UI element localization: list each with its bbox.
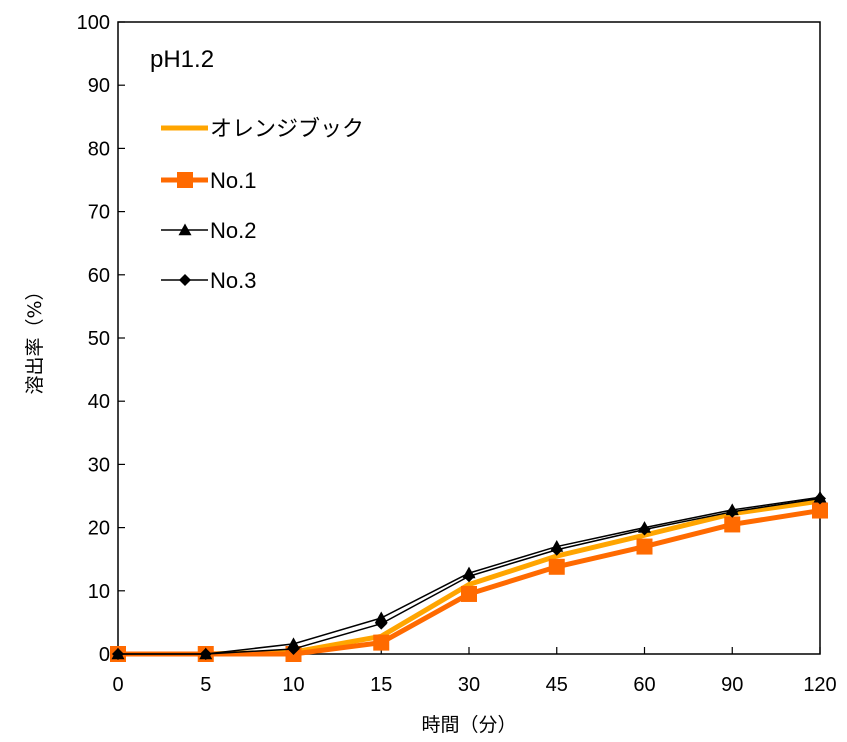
diamond-marker (112, 648, 124, 660)
x-tick-label: 120 (803, 674, 836, 696)
square-marker (373, 634, 390, 651)
legend-label: No.2 (210, 218, 256, 243)
x-axis-title: 時間（分） (421, 714, 516, 736)
y-tick-label: 20 (88, 518, 110, 540)
square-marker (724, 516, 741, 533)
diamond-marker (375, 617, 388, 630)
diamond-marker (814, 492, 826, 505)
y-tick-label: 100 (77, 12, 110, 34)
y-tick-label: 40 (88, 391, 110, 413)
square-marker (548, 558, 565, 575)
diamond-marker (550, 543, 563, 556)
series-4 (112, 492, 826, 660)
y-tick-label: 50 (88, 328, 110, 350)
diamond-marker (179, 274, 191, 286)
condition-annotation: pH1.2 (150, 46, 214, 73)
y-tick-label: 60 (88, 265, 110, 287)
square-marker (177, 172, 193, 188)
x-axis: 0 5 10 15 30 45 60 90 120 (112, 647, 837, 696)
y-tick-label: 30 (88, 454, 110, 476)
legend-label: オレンジブック (210, 116, 364, 141)
y-axis: 0 10 20 30 40 50 60 70 80 90 100 (77, 12, 125, 666)
triangle-marker (374, 611, 388, 624)
x-tick-label: 10 (282, 674, 304, 696)
y-tick-label: 0 (99, 644, 110, 666)
legend-label: No.3 (210, 268, 256, 293)
diamond-marker (287, 642, 300, 655)
diamond-marker (463, 570, 475, 583)
y-tick-label: 80 (88, 138, 110, 160)
diamond-marker (199, 648, 212, 660)
y-tick-label: 10 (88, 581, 110, 603)
x-tick-label: 30 (458, 674, 480, 696)
x-tick-label: 15 (370, 674, 392, 696)
x-tick-label: 45 (546, 674, 568, 696)
legend-label: No.1 (210, 168, 256, 193)
x-tick-label: 90 (721, 674, 743, 696)
diamond-marker (726, 505, 739, 518)
legend: オレンジブック No.1 No.2 No.3 (161, 116, 364, 293)
y-tick-label: 70 (88, 202, 110, 224)
y-tick-label: 90 (88, 75, 110, 97)
x-tick-label: 0 (112, 674, 123, 696)
series-layer (110, 490, 828, 662)
triangle-marker (178, 223, 192, 236)
square-marker (812, 502, 828, 519)
x-tick-label: 5 (200, 674, 211, 696)
y-axis-title: 溶出率（%） (24, 281, 46, 394)
square-marker (461, 585, 477, 602)
diamond-marker (638, 523, 651, 536)
square-marker (636, 538, 653, 555)
x-tick-label: 60 (633, 674, 655, 696)
